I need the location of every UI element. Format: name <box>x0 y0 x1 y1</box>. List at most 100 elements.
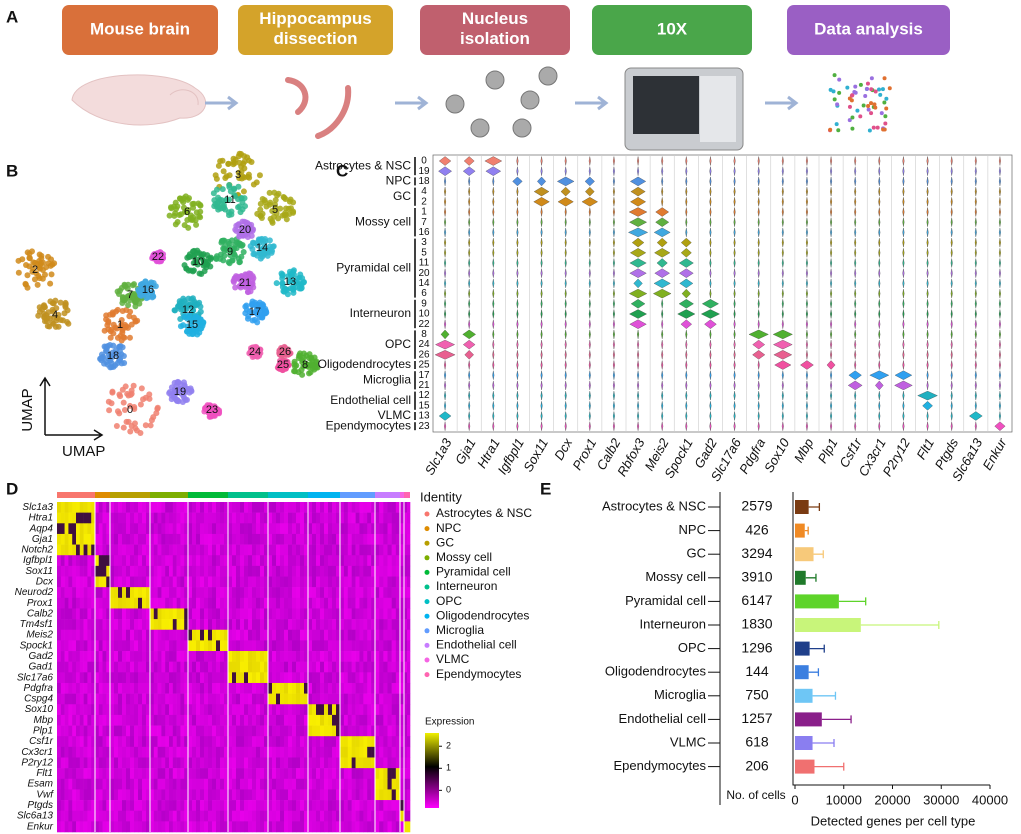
violin <box>637 166 640 176</box>
heatmap-cell <box>351 544 356 556</box>
heatmap-cell <box>188 544 193 556</box>
heatmap-cell <box>188 725 193 737</box>
heatmap-cell <box>272 789 277 801</box>
violin <box>630 186 646 197</box>
heatmap-cell <box>220 608 225 620</box>
violin <box>847 380 863 391</box>
heatmap-cell <box>407 789 411 801</box>
violin <box>733 238 736 248</box>
violin <box>805 340 808 350</box>
violin <box>516 350 519 360</box>
violin <box>637 370 640 380</box>
violin <box>757 187 760 197</box>
heatmap-cell <box>216 523 221 535</box>
heatmap-cell <box>363 778 368 790</box>
heatmap-cell <box>332 661 337 673</box>
violin <box>612 391 615 401</box>
heatmap-cell <box>407 565 411 577</box>
analysis-dot <box>877 87 882 92</box>
heatmap-cell <box>157 661 162 673</box>
violin <box>950 289 953 299</box>
heatmap-cell <box>292 778 297 790</box>
violin <box>633 278 643 289</box>
heatmap-cell <box>110 502 115 513</box>
heatmap-cell <box>236 651 241 662</box>
heatmap-cell <box>176 576 181 588</box>
cluster-label: 10 <box>192 256 204 268</box>
heatmap-cell <box>347 619 352 631</box>
heatmap-cell <box>208 725 213 737</box>
heatmap-cell <box>200 714 205 726</box>
heatmap-cell <box>340 565 345 577</box>
violin <box>781 238 784 248</box>
heatmap-cell <box>252 576 257 588</box>
heatmap-cell <box>169 629 174 641</box>
heatmap-cell <box>312 512 317 524</box>
heatmap-cell <box>60 736 65 748</box>
heatmap-cell <box>161 661 166 673</box>
heatmap-cell <box>284 768 289 780</box>
gene-label: Enkur <box>980 435 1010 472</box>
heatmap-cell <box>114 576 119 588</box>
heatmap-cell <box>95 640 100 652</box>
heatmap-cell <box>172 757 177 769</box>
heatmap-cell <box>68 629 73 641</box>
heatmap-cell <box>324 544 329 556</box>
heatmap-cell <box>351 576 356 588</box>
violin <box>974 340 977 350</box>
heatmap-cell <box>300 789 305 801</box>
heatmap-cell <box>340 651 345 662</box>
heatmap-cell <box>83 608 88 620</box>
violin <box>854 207 857 217</box>
heatmap-cell <box>176 693 181 705</box>
heatmap-cell <box>192 693 197 705</box>
violin <box>894 370 913 380</box>
umap-point <box>117 356 124 363</box>
heatmap-cell <box>72 725 77 737</box>
heatmap-cell <box>130 682 135 694</box>
violin <box>830 319 833 329</box>
heatmap-cell <box>383 555 388 567</box>
heatmap-cell <box>110 778 115 790</box>
heatmap-cell <box>300 672 305 684</box>
heatmap-cell <box>110 810 115 822</box>
heatmap-cell <box>296 619 301 631</box>
violin <box>679 278 694 289</box>
heatmap-cell <box>379 512 384 524</box>
heatmap-cell <box>68 544 73 556</box>
cell-count: 3294 <box>741 545 772 561</box>
heatmap-cell <box>300 502 305 513</box>
identity-bar <box>400 492 404 498</box>
heatmap-cell <box>204 810 209 822</box>
heatmap-cell <box>169 672 174 684</box>
bar <box>795 523 805 538</box>
violin <box>435 339 455 350</box>
heatmap-cell <box>110 512 115 524</box>
heatmap-cell <box>375 608 380 620</box>
heatmap-cell <box>260 565 265 577</box>
heatmap-cell <box>391 682 397 694</box>
heatmap-cell <box>367 619 372 631</box>
violin <box>540 309 543 319</box>
heatmap-cell <box>363 682 368 694</box>
heatmap-cell <box>240 778 245 790</box>
violin <box>588 248 591 258</box>
violin <box>492 197 495 207</box>
heatmap-cell <box>110 629 115 641</box>
heatmap-cell <box>268 544 273 556</box>
heatmap-cell <box>312 800 317 812</box>
heatmap-cell <box>180 778 185 790</box>
heatmap-cell <box>142 672 147 684</box>
violin <box>564 391 567 401</box>
heatmap-cell <box>332 533 337 545</box>
heatmap-cell <box>216 725 221 737</box>
violin <box>516 380 519 390</box>
violin <box>854 268 857 278</box>
violin <box>998 391 1001 401</box>
heatmap-cell <box>180 533 185 545</box>
heatmap-cell <box>153 778 158 790</box>
heatmap-cell <box>157 533 162 545</box>
violin <box>540 166 543 176</box>
heatmap-cell <box>367 778 372 790</box>
heatmap-cell <box>72 587 77 599</box>
